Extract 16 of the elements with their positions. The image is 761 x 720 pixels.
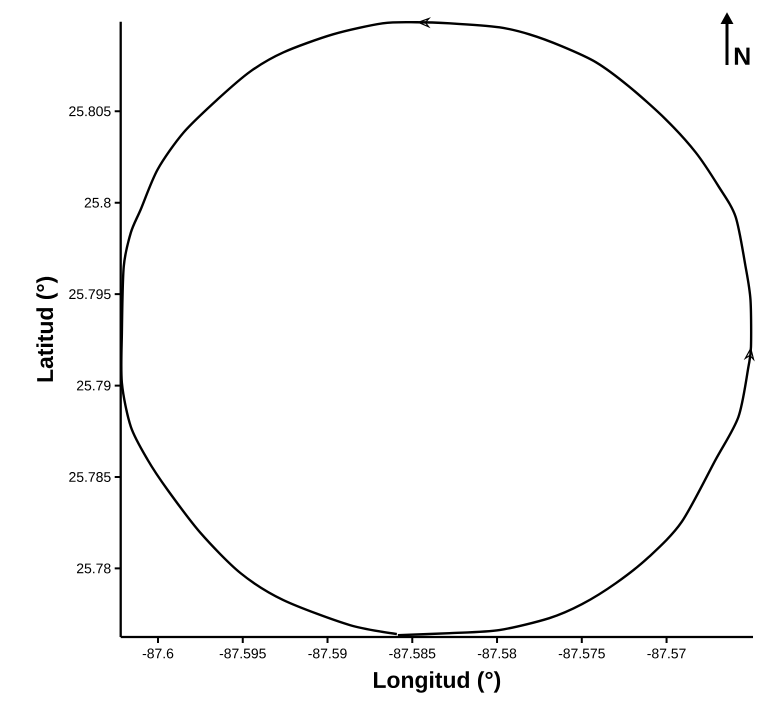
y-tick-label: 25.8 xyxy=(84,198,111,208)
annotation: N xyxy=(734,48,750,65)
x-axis-title: Longitud (°) xyxy=(374,671,500,693)
y-axis-title: Latitud (°) xyxy=(36,276,58,382)
y-tick-label: 25.805 xyxy=(69,106,111,116)
x-tick-label: -87.575 xyxy=(558,648,605,658)
x-tick-label: -87.585 xyxy=(389,648,436,658)
x-tick-label: -87.58 xyxy=(478,648,516,658)
y-tick-label: 25.795 xyxy=(69,289,111,300)
x-tick-label: -87.59 xyxy=(308,648,347,658)
y-tick-label: 25.78 xyxy=(76,563,111,574)
y-tick-label: 25.785 xyxy=(69,472,111,482)
x-tick-label: -87.595 xyxy=(220,648,266,658)
x-tick-label: -87.6 xyxy=(142,648,174,658)
y-tick-label: 25.79 xyxy=(76,380,111,391)
x-tick-label: -87.57 xyxy=(647,648,686,658)
